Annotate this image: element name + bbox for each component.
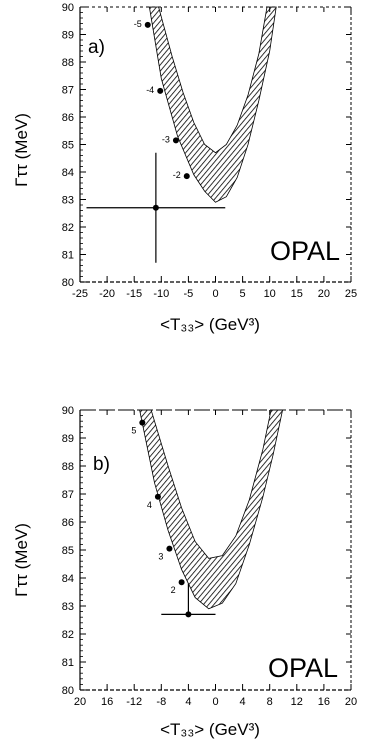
y-tick-label: 81 [62, 657, 74, 669]
x-tick-label: 0 [212, 288, 218, 300]
y-tick-label: 82 [62, 629, 74, 641]
x-tick-label: 20 [74, 696, 86, 708]
x-tick-label: 20 [318, 288, 330, 300]
prediction-point [166, 545, 173, 552]
x-tick-label: 16 [318, 696, 330, 708]
prediction-point [183, 173, 190, 180]
y-tick-label: 87 [62, 85, 74, 97]
prediction-point [139, 419, 146, 426]
point-label: -4 [146, 85, 154, 95]
panel-a: 80 81 82 83 84 85 86 87 88 89 90 -25 -20 -15 -10 -5 0 5 10… [12, 2, 357, 334]
x-tick-label: 5 [240, 288, 246, 300]
y-axis-title: Γττ (MeV) [12, 113, 31, 187]
x-tick-label: 15 [291, 288, 303, 300]
panel-label: a) [88, 37, 105, 58]
x-tick-label: 20 [345, 696, 357, 708]
y-tick-label: 90 [62, 405, 74, 417]
measurement-point [152, 204, 159, 211]
x-axis-title: <T₃₃> (GeV³) [160, 720, 260, 739]
x-tick-label: 25 [345, 288, 357, 300]
x-tick-label: -5 [184, 288, 194, 300]
panel-label: b) [93, 454, 110, 475]
y-tick-label: 90 [62, 2, 74, 14]
x-axis-title: <T₃₃> (GeV³) [160, 315, 260, 334]
y-tick-label: 84 [62, 573, 74, 585]
experiment-label: OPAL [268, 653, 338, 683]
prediction-point [154, 493, 161, 500]
y-tick-label: 86 [62, 517, 74, 529]
y-tick-label: 88 [62, 461, 74, 473]
y-tick-label: 83 [62, 195, 74, 207]
y-tick-label: 85 [62, 545, 74, 557]
panel-b: 80 81 82 83 84 85 86 87 88 89 90 20 16 -12 -8 4 0 4 8 12 16 2… [12, 405, 357, 739]
point-label: -3 [162, 134, 170, 144]
x-tick-label: -20 [99, 288, 115, 300]
experiment-label: OPAL [270, 236, 340, 266]
prediction-point [144, 21, 151, 28]
x-tick-label: 0 [212, 696, 218, 708]
y-tick-label: 80 [62, 685, 74, 697]
x-tick-label: 4 [240, 696, 246, 708]
point-label: 2 [171, 585, 176, 595]
y-tick-label: 86 [62, 112, 74, 124]
x-tick-label: 4 [185, 696, 191, 708]
prediction-point [172, 137, 179, 144]
measurement-point [185, 611, 192, 618]
y-tick-label: 80 [62, 277, 74, 289]
x-tick-label: -25 [72, 288, 88, 300]
y-tick-label: 89 [62, 433, 74, 445]
point-label: 5 [131, 426, 136, 436]
x-tick-label: -10 [153, 288, 169, 300]
y-tick-label: 87 [62, 489, 74, 501]
y-tick-label: 83 [62, 601, 74, 613]
point-label: -5 [134, 19, 142, 29]
y-tick-label: 89 [62, 30, 74, 42]
y-tick-label: 88 [62, 57, 74, 69]
x-tick-label: 8 [267, 696, 273, 708]
x-tick-label: 10 [264, 288, 276, 300]
y-tick-label: 82 [62, 222, 74, 234]
y-axis-title: Γττ (MeV) [12, 523, 31, 597]
y-tick-label: 84 [62, 167, 74, 179]
y-tick-label: 81 [62, 250, 74, 262]
prediction-point [178, 579, 185, 586]
x-tick-label: -12 [126, 696, 142, 708]
prediction-point [157, 87, 164, 94]
y-tick-label: 85 [62, 140, 74, 152]
hatched-band [139, 409, 284, 610]
x-tick-label: 16 [101, 696, 113, 708]
hatched-band [148, 6, 277, 203]
point-label: 3 [158, 552, 163, 562]
point-label: 4 [147, 500, 152, 510]
x-tick-label: -15 [126, 288, 142, 300]
point-label: -2 [173, 170, 181, 180]
x-tick-label: 12 [291, 696, 303, 708]
x-tick-label: -8 [156, 696, 166, 708]
